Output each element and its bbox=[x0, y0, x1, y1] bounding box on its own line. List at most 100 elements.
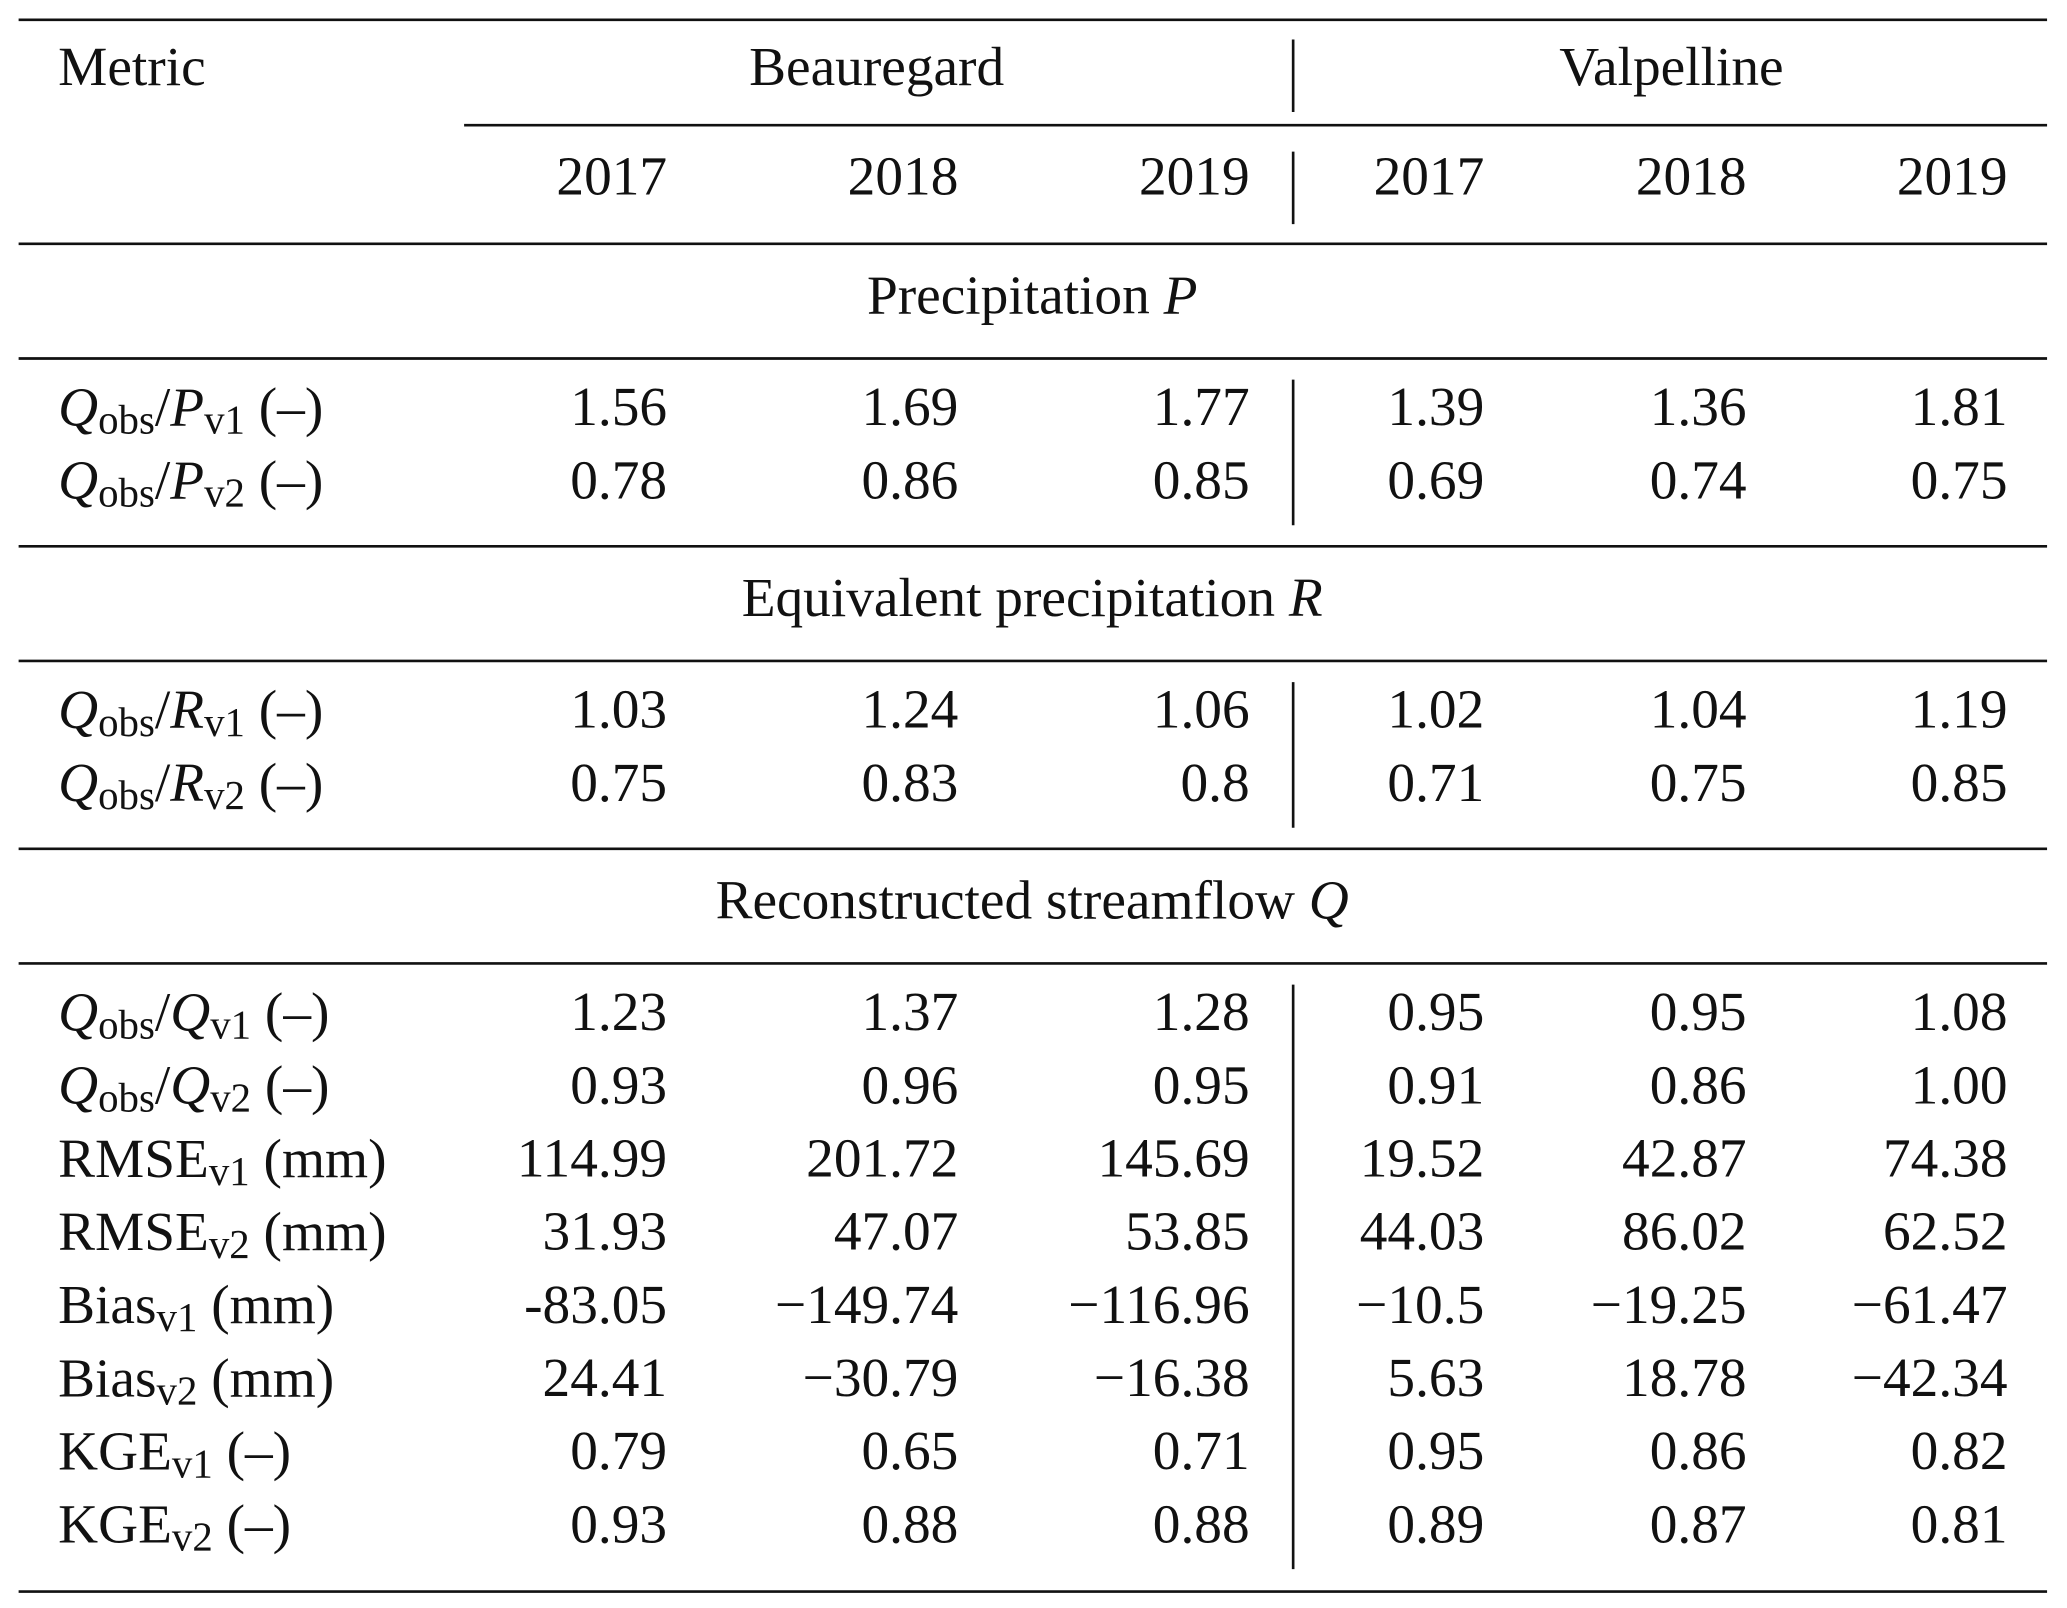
cell: 1.39 bbox=[1387, 376, 1484, 437]
cell: 1.24 bbox=[862, 679, 959, 740]
cell: 31.93 bbox=[543, 1201, 668, 1262]
row-label: Biasv1 (mm) bbox=[58, 1274, 334, 1341]
cell: 0.86 bbox=[1650, 1054, 1747, 1115]
cell: −149.74 bbox=[775, 1274, 958, 1335]
cell: 0.71 bbox=[1153, 1420, 1250, 1481]
cell: 1.23 bbox=[570, 981, 667, 1042]
text-segment: Q bbox=[58, 449, 98, 510]
header-metric: Metric bbox=[58, 36, 206, 97]
text-segment: R bbox=[169, 679, 204, 740]
cell: 114.99 bbox=[517, 1128, 667, 1189]
group-header: Valpelline bbox=[1559, 36, 1783, 97]
cell: −30.79 bbox=[803, 1347, 959, 1408]
cell: 1.06 bbox=[1153, 679, 1250, 740]
text-segment: (–) bbox=[245, 376, 323, 437]
cell: 0.95 bbox=[1153, 1054, 1250, 1115]
text-segment: v1 bbox=[204, 700, 245, 745]
cell: 44.03 bbox=[1360, 1201, 1485, 1262]
text-segment: Q bbox=[170, 981, 210, 1042]
text-segment: P bbox=[169, 376, 204, 437]
text-segment: Q bbox=[58, 1054, 98, 1115]
text-segment: Precipitation bbox=[867, 264, 1164, 325]
cell: 1.36 bbox=[1650, 376, 1747, 437]
cell: 0.91 bbox=[1387, 1054, 1484, 1115]
group-header: Beauregard bbox=[749, 36, 1004, 97]
text-segment: v2 bbox=[157, 1369, 198, 1414]
text-segment: (mm) bbox=[197, 1274, 334, 1335]
cell: 1.28 bbox=[1153, 981, 1250, 1042]
row-label: Biasv2 (mm) bbox=[58, 1347, 334, 1414]
cell: 0.85 bbox=[1911, 752, 2008, 813]
text-segment: Q bbox=[170, 1054, 210, 1115]
text-segment: Q bbox=[58, 376, 98, 437]
text-segment: Bias bbox=[58, 1347, 156, 1408]
cell: 47.07 bbox=[834, 1201, 959, 1262]
year-header: 2019 bbox=[1897, 146, 2008, 207]
cell: 0.93 bbox=[570, 1054, 667, 1115]
text-segment: / bbox=[155, 1054, 171, 1115]
cell: 1.04 bbox=[1650, 679, 1747, 740]
text-segment: v1 bbox=[172, 1442, 213, 1487]
text-segment: (–) bbox=[251, 981, 329, 1042]
cell: 19.52 bbox=[1360, 1128, 1485, 1189]
cell: 0.86 bbox=[862, 449, 959, 510]
cell: 1.81 bbox=[1911, 376, 2008, 437]
text-segment: Q bbox=[58, 679, 98, 740]
text-segment: Q bbox=[1309, 869, 1349, 930]
cell: 24.41 bbox=[543, 1347, 668, 1408]
cell: 0.86 bbox=[1650, 1420, 1747, 1481]
cell: 0.93 bbox=[570, 1493, 667, 1554]
cell: 0.89 bbox=[1387, 1493, 1484, 1554]
cell: 1.77 bbox=[1153, 376, 1250, 437]
year-header: 2017 bbox=[556, 146, 667, 207]
text-segment: / bbox=[155, 752, 171, 813]
text-segment: / bbox=[155, 376, 171, 437]
cell: 1.19 bbox=[1911, 679, 2008, 740]
cell: 0.95 bbox=[1387, 981, 1484, 1042]
text-segment: v2 bbox=[209, 1222, 250, 1267]
text-segment: obs bbox=[98, 398, 155, 443]
text-segment: Reconstructed streamflow bbox=[716, 869, 1309, 930]
text-segment: (–) bbox=[213, 1420, 291, 1481]
text-segment: v1 bbox=[204, 398, 245, 443]
cell: 0.81 bbox=[1911, 1493, 2008, 1554]
text-segment: (–) bbox=[251, 1054, 329, 1115]
text-segment: / bbox=[155, 981, 171, 1042]
row-label: RMSEv2 (mm) bbox=[58, 1201, 386, 1268]
cell: 1.03 bbox=[570, 679, 667, 740]
cell: 74.38 bbox=[1883, 1128, 2008, 1189]
text-segment: / bbox=[155, 449, 171, 510]
cell: −116.96 bbox=[1068, 1274, 1249, 1335]
cell: 0.85 bbox=[1153, 449, 1250, 510]
cell: 0.71 bbox=[1387, 752, 1484, 813]
cell: −61.47 bbox=[1852, 1274, 2008, 1335]
row-label: RMSEv1 (mm) bbox=[58, 1128, 386, 1195]
cell: 0.88 bbox=[862, 1493, 959, 1554]
text-segment: Bias bbox=[58, 1274, 156, 1335]
row-label: KGEv2 (–) bbox=[58, 1493, 291, 1560]
cell: −42.34 bbox=[1852, 1347, 2008, 1408]
cell: 0.74 bbox=[1650, 449, 1747, 510]
text-segment: obs bbox=[98, 700, 155, 745]
year-header: 2017 bbox=[1374, 146, 1485, 207]
cell: −10.5 bbox=[1356, 1274, 1484, 1335]
text-segment: v2 bbox=[210, 1076, 251, 1121]
cell: 0.65 bbox=[862, 1420, 959, 1481]
text-segment: obs bbox=[98, 471, 155, 516]
text-segment: (–) bbox=[213, 1493, 291, 1554]
text-segment: v2 bbox=[204, 773, 245, 818]
cell: 5.63 bbox=[1387, 1347, 1484, 1408]
cell: 0.75 bbox=[1650, 752, 1747, 813]
text-segment: P bbox=[1163, 264, 1198, 325]
text-segment: v2 bbox=[204, 471, 245, 516]
year-header: 2018 bbox=[848, 146, 959, 207]
text-segment: RMSE bbox=[58, 1201, 209, 1262]
cell: 42.87 bbox=[1622, 1128, 1747, 1189]
cell: 1.02 bbox=[1387, 679, 1484, 740]
cell: 145.69 bbox=[1097, 1128, 1249, 1189]
cell: 86.02 bbox=[1622, 1201, 1747, 1262]
cell: 1.69 bbox=[862, 376, 959, 437]
row-label: Qobs/Pv1 (–) bbox=[58, 376, 323, 443]
cell: 0.95 bbox=[1387, 1420, 1484, 1481]
